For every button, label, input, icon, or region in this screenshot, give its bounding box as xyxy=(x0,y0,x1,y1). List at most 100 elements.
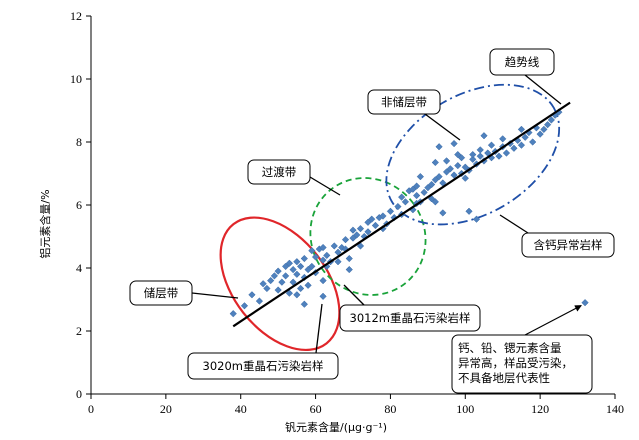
callout-label-line: 异常高，样品受污染， xyxy=(458,356,573,370)
data-point xyxy=(581,298,589,307)
data-point xyxy=(270,272,279,280)
data-point xyxy=(349,226,357,234)
data-point xyxy=(435,143,443,151)
axes xyxy=(86,15,616,399)
callout-label: 非储层带 xyxy=(381,95,427,109)
data-point xyxy=(469,155,477,163)
data-point xyxy=(412,191,421,200)
data-point xyxy=(293,291,301,299)
data-point xyxy=(278,278,286,286)
data-point xyxy=(289,265,297,274)
data-point xyxy=(517,141,526,149)
callout-label: 过渡带 xyxy=(262,165,297,179)
data-point xyxy=(442,157,451,165)
data-point xyxy=(487,141,496,149)
callout-leader xyxy=(191,292,239,299)
x-tick-label: 20 xyxy=(160,402,172,416)
data-point xyxy=(469,150,477,159)
callout-arrow xyxy=(524,305,582,336)
data-point xyxy=(356,224,365,233)
data-point xyxy=(409,185,417,193)
data-point xyxy=(435,172,443,181)
data-point xyxy=(229,310,237,318)
callout-box xyxy=(521,232,615,258)
data-point xyxy=(420,188,428,197)
data-point xyxy=(502,149,511,157)
data-point xyxy=(540,125,548,134)
callout-label: 含钙异常岩样 xyxy=(534,238,603,252)
callout-label: 3012m重晶石污染岩样 xyxy=(350,311,471,325)
x-tick-label: 140 xyxy=(606,402,624,416)
data-point xyxy=(379,212,387,220)
data-point xyxy=(368,215,376,223)
data-point xyxy=(281,272,290,280)
data-point xyxy=(476,152,484,160)
zone-ellipse-2 xyxy=(385,83,561,226)
callout-leader xyxy=(524,74,562,105)
trendline xyxy=(232,101,571,328)
data-point xyxy=(450,139,458,148)
callout-leader xyxy=(315,303,323,354)
data-point xyxy=(427,195,436,203)
data-point xyxy=(255,297,264,305)
data-point xyxy=(319,256,327,264)
data-point xyxy=(319,292,327,301)
data-point xyxy=(416,172,425,181)
data-point xyxy=(394,202,402,211)
x-axis-label: 钒元素含量/(μg·g⁻¹) xyxy=(285,420,387,434)
y-tick-label: 6 xyxy=(76,198,82,212)
data-point xyxy=(517,125,526,134)
data-point xyxy=(465,207,473,215)
data-point xyxy=(476,146,484,154)
callout-label-line: 不具备地层代表性 xyxy=(458,371,550,385)
callout-label-line: 钙、铅、锶元素含量 xyxy=(458,341,562,355)
data-point xyxy=(454,150,462,159)
data-point xyxy=(401,198,410,206)
data-point xyxy=(319,276,327,285)
data-point xyxy=(293,258,301,266)
data-point xyxy=(495,152,503,160)
data-point xyxy=(296,262,305,271)
data-point xyxy=(308,262,316,271)
data-point xyxy=(293,270,301,278)
data-point xyxy=(536,130,544,138)
y-tick-label: 12 xyxy=(70,9,82,23)
data-point xyxy=(267,276,275,285)
callout-box xyxy=(129,280,193,306)
data-point xyxy=(386,207,395,215)
data-point xyxy=(240,302,249,310)
data-point xyxy=(364,228,372,236)
data-point xyxy=(510,144,518,152)
data-point xyxy=(461,163,469,171)
callout-label: 3020m重晶石污染岩样 xyxy=(203,359,324,373)
data-point xyxy=(356,242,365,250)
x-tick-labels: 0 20 40 60 80 100 120 140 xyxy=(88,402,624,416)
data-point xyxy=(499,135,507,143)
y-tick-labels: 0 2 4 6 8 10 12 xyxy=(70,9,82,401)
y-tick-label: 0 xyxy=(76,387,82,401)
data-point xyxy=(398,193,406,201)
trendline-layer xyxy=(232,101,571,328)
y-tick-label: 10 xyxy=(70,72,82,86)
x-tick-label: 40 xyxy=(235,402,247,416)
data-point xyxy=(480,132,488,140)
data-point xyxy=(427,180,436,189)
data-point xyxy=(345,265,353,274)
data-points xyxy=(229,108,589,318)
data-point xyxy=(300,254,308,263)
data-point xyxy=(300,300,308,308)
callout-box xyxy=(451,334,593,394)
x-tick-label: 60 xyxy=(310,402,322,416)
data-point xyxy=(353,231,361,239)
data-point xyxy=(439,209,447,217)
callout-leader xyxy=(424,113,461,141)
data-point xyxy=(248,291,256,299)
data-point xyxy=(308,247,316,255)
callout-leader xyxy=(309,176,341,196)
data-point xyxy=(454,161,462,170)
data-point xyxy=(472,215,481,223)
callout-box xyxy=(247,159,311,185)
callout-label: 储层带 xyxy=(144,286,179,300)
callout-box xyxy=(367,89,441,115)
